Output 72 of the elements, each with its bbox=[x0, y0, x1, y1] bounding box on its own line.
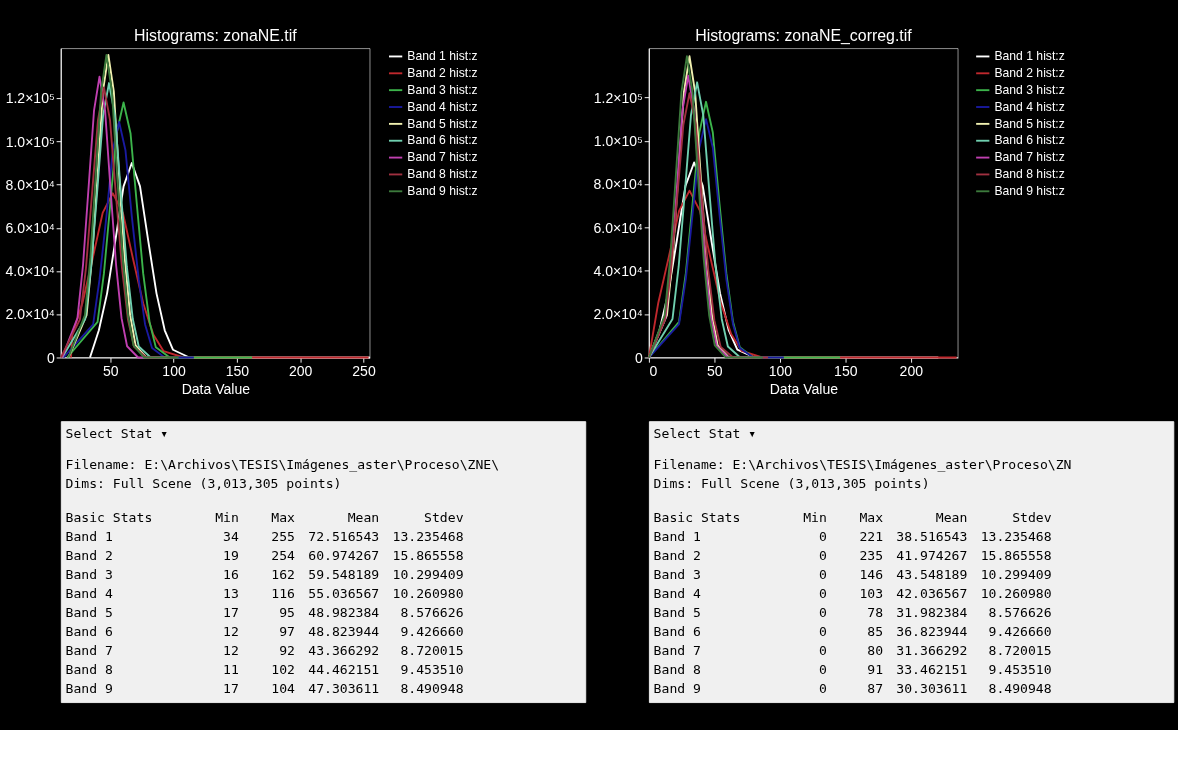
y-tick-label: 0 bbox=[46, 349, 55, 366]
x-tick-label: 100 bbox=[768, 362, 793, 379]
text: Band 1 0 221 38.516543 13.235468 bbox=[653, 528, 1052, 544]
y-tick-label: 0 bbox=[635, 349, 644, 366]
text: Band 5 0 78 31.982384 8.576626 bbox=[653, 604, 1052, 620]
legend-label: Band 6 hist:z bbox=[994, 133, 1065, 148]
text: Band 6 12 97 48.823944 9.426660 bbox=[65, 623, 464, 639]
legend-label: Band 2 hist:z bbox=[994, 66, 1065, 81]
text: Select Stat ▾ bbox=[653, 426, 757, 442]
x-tick-label: 200 bbox=[899, 362, 924, 379]
legend-label: Band 5 hist:z bbox=[994, 116, 1065, 131]
text: Band 8 11 102 44.462151 9.453510 bbox=[65, 661, 464, 677]
text: Band 4 13 116 55.036567 10.260980 bbox=[65, 585, 464, 601]
x-tick-label: 200 bbox=[288, 362, 313, 379]
text: Dims: Full Scene (3,013,305 points) bbox=[653, 475, 930, 491]
legend-label: Band 8 hist:z bbox=[407, 167, 478, 182]
y-tick-label: 4.0×10⁴ bbox=[5, 263, 55, 280]
legend-label: Band 7 hist:z bbox=[994, 150, 1065, 165]
text: Band 9 0 87 30.303611 8.490948 bbox=[653, 680, 1052, 696]
legend-label: Band 8 hist:z bbox=[994, 167, 1065, 182]
text: Band 1 34 255 72.516543 13.235468 bbox=[65, 528, 464, 544]
text: Band 2 0 235 41.974267 15.865558 bbox=[653, 547, 1052, 563]
legend-label: Band 3 hist:z bbox=[407, 82, 478, 97]
y-tick-label: 1.0×10⁵ bbox=[5, 133, 55, 150]
chart-title: Histograms: zonaNE_correg.tif bbox=[695, 27, 913, 45]
text: Band 7 12 92 43.366292 8.720015 bbox=[65, 642, 464, 658]
y-tick-label: 2.0×10⁴ bbox=[593, 306, 643, 323]
y-tick-label: 4.0×10⁴ bbox=[593, 262, 643, 279]
y-tick-label: 1.2×10⁵ bbox=[593, 89, 643, 106]
legend-label: Band 1 hist:z bbox=[994, 49, 1065, 64]
y-tick-label: 8.0×10⁴ bbox=[593, 176, 643, 193]
legend-label: Band 4 hist:z bbox=[407, 99, 478, 114]
legend-label: Band 3 hist:z bbox=[994, 82, 1065, 97]
x-tick-label: 50 bbox=[102, 362, 119, 379]
text: Band 7 0 80 31.366292 8.720015 bbox=[653, 642, 1052, 658]
text: Band 4 0 103 42.036567 10.260980 bbox=[653, 585, 1052, 601]
x-tick-label: 100 bbox=[162, 362, 186, 379]
x-tick-label: 250 bbox=[352, 362, 376, 379]
legend-label: Band 9 hist:z bbox=[994, 184, 1065, 199]
legend-label: Band 6 hist:z bbox=[407, 133, 478, 148]
x-tick-label: 50 bbox=[707, 362, 723, 379]
chart-title: Histograms: zonaNE.tif bbox=[134, 27, 298, 44]
y-tick-label: 6.0×10⁴ bbox=[593, 219, 643, 236]
text: Basic Stats Min Max Mean Stdev bbox=[653, 509, 1052, 525]
text: Band 8 0 91 33.462151 9.453510 bbox=[653, 661, 1052, 677]
text: Band 2 19 254 60.974267 15.865558 bbox=[65, 547, 464, 563]
legend-label: Band 5 hist:z bbox=[407, 116, 478, 131]
text: Band 5 17 95 48.982384 8.576626 bbox=[65, 604, 464, 620]
text: Band 3 16 162 59.548189 10.299409 bbox=[65, 566, 464, 582]
text: Band 6 0 85 36.823944 9.426660 bbox=[653, 623, 1052, 639]
legend-label: Band 1 hist:z bbox=[407, 49, 478, 64]
y-tick-label: 6.0×10⁴ bbox=[5, 220, 55, 236]
x-tick-label: 150 bbox=[834, 362, 858, 379]
x-axis-title: Data Value bbox=[769, 380, 839, 397]
legend-label: Band 2 hist:z bbox=[407, 66, 478, 81]
y-tick-label: 8.0×10⁴ bbox=[5, 176, 55, 193]
text: Filename: E:\Archivos\TESIS\Imágenes_aster\Proceso\ZN bbox=[653, 456, 1072, 472]
y-tick-label: 1.0×10⁵ bbox=[593, 132, 643, 149]
legend-label: Band 9 hist:z bbox=[407, 184, 478, 199]
legend-label: Band 4 hist:z bbox=[994, 99, 1065, 114]
y-tick-label: 1.2×10⁵ bbox=[5, 90, 55, 107]
text: Band 9 17 104 47.303611 8.490948 bbox=[65, 680, 464, 696]
x-axis-title: Data Value bbox=[181, 380, 251, 397]
text: Filename: E:\Archivos\TESIS\Imágenes_aster\Proceso\ZNE\ bbox=[65, 456, 500, 472]
text: Band 3 0 146 43.548189 10.299409 bbox=[653, 566, 1052, 582]
text: Dims: Full Scene (3,013,305 points) bbox=[65, 475, 342, 491]
x-tick-label: 0 bbox=[649, 362, 658, 379]
text: Basic Stats Min Max Mean Stdev bbox=[65, 509, 464, 525]
text: Select Stat ▾ bbox=[65, 426, 169, 442]
legend-label: Band 7 hist:z bbox=[407, 150, 478, 165]
y-tick-label: 2.0×10⁴ bbox=[5, 306, 55, 323]
x-tick-label: 150 bbox=[225, 362, 250, 379]
